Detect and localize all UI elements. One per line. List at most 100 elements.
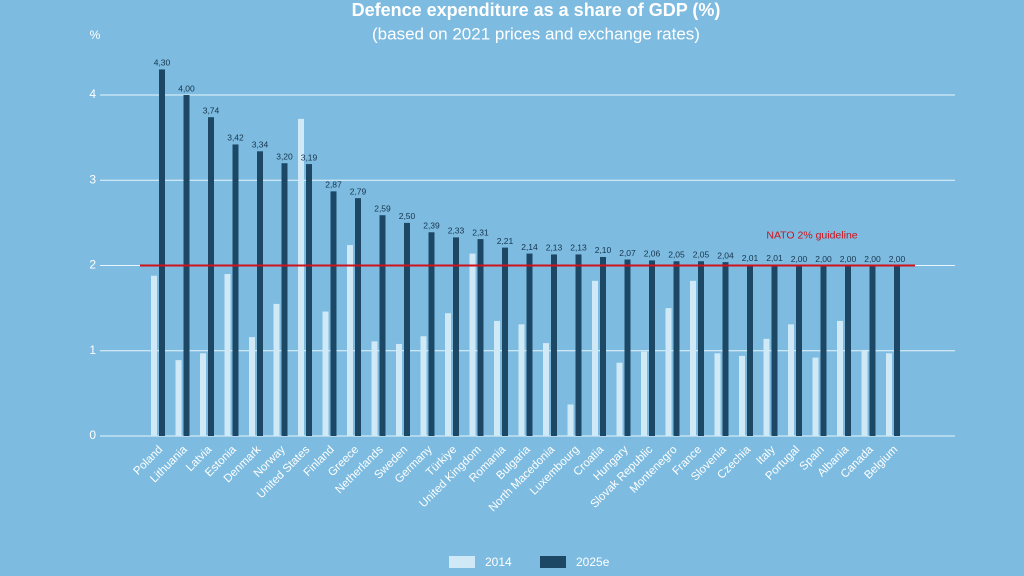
bar [886,353,892,436]
value-label: 2,21 [497,236,514,246]
bar [298,118,304,437]
legend-swatch [449,556,475,568]
value-label: 2,10 [595,245,612,255]
value-label: 2,31 [472,227,489,237]
bar [690,280,696,436]
bar [200,353,206,436]
y-axis-label: % [90,28,101,42]
bar [714,353,721,436]
value-label: 2,00 [864,254,881,264]
bar [453,237,459,436]
value-label: 2,87 [325,180,342,190]
bar [624,259,631,436]
value-label: 2,05 [668,249,685,259]
value-label: 2,06 [644,249,661,259]
bar [396,343,402,436]
y-tick-label: 4 [89,87,96,101]
bar [796,265,802,436]
bar [739,355,745,436]
bar [592,280,598,436]
value-label: 2,01 [766,253,783,263]
bar [747,264,753,436]
value-label: 2,00 [815,254,832,264]
value-label: 2,79 [350,186,367,196]
value-label: 2,00 [791,254,808,264]
value-label: 3,74 [203,105,220,115]
bar [722,262,729,436]
chart-title: Defence expenditure as a share of GDP (%… [352,0,721,20]
value-label: 3,20 [276,151,293,161]
value-label: 4,30 [154,58,171,68]
value-label: 3,19 [301,152,318,162]
bar [812,357,819,436]
value-label: 4,00 [178,83,195,93]
value-label: 2,14 [521,242,538,252]
value-label: 2,01 [742,253,759,263]
bar [820,265,827,436]
bar [257,151,263,436]
y-tick-label: 1 [89,343,96,357]
bar [477,239,484,436]
bar [224,274,231,436]
value-label: 2,00 [840,254,857,264]
value-label: 3,34 [252,140,269,150]
value-label: 2,13 [570,243,587,253]
reference-label: NATO 2% guideline [766,229,857,241]
bar [306,164,312,436]
bar [355,198,361,436]
bar [208,117,214,436]
bar [249,337,255,436]
bar [567,404,574,436]
value-label: 2,13 [546,243,563,253]
bar [763,338,770,436]
bar [322,311,329,436]
bar [420,336,427,436]
bar [232,144,239,437]
chart-subtitle: (based on 2021 prices and exchange rates… [372,24,700,43]
bar [771,264,778,436]
value-label: 2,04 [717,250,734,260]
value-label: 2,05 [693,249,710,259]
bar [641,351,647,436]
bar [845,265,851,436]
bar [281,163,288,436]
bar [445,313,451,436]
bar [330,191,337,436]
bar [869,265,876,436]
value-label: 2,00 [889,254,906,264]
bar [159,69,165,437]
value-label: 2,39 [423,221,440,231]
bar [273,303,280,436]
bar [665,308,672,436]
bar [649,260,655,436]
bar [616,362,623,436]
bar [175,360,182,436]
bar [151,275,157,436]
value-label: 2,59 [374,203,391,213]
bar [575,254,582,436]
bar [673,261,680,436]
bar [428,232,435,436]
bar [698,261,704,436]
y-tick-label: 3 [89,172,96,186]
y-tick-label: 0 [89,428,96,442]
bar [600,256,606,436]
value-label: 2,50 [399,211,416,221]
value-label: 2,33 [448,226,465,236]
legend-swatch [540,556,566,568]
bar [494,320,500,436]
bar [788,324,794,436]
bar [894,265,900,436]
bar [861,349,868,436]
bar [347,245,353,436]
bar [469,253,476,436]
bar [526,253,533,436]
bar [371,341,378,436]
legend-label: 2025e [576,555,610,569]
bar [404,222,410,436]
bar [518,324,525,436]
y-tick-label: 2 [89,258,96,272]
bar [543,343,549,436]
bar [502,247,508,436]
